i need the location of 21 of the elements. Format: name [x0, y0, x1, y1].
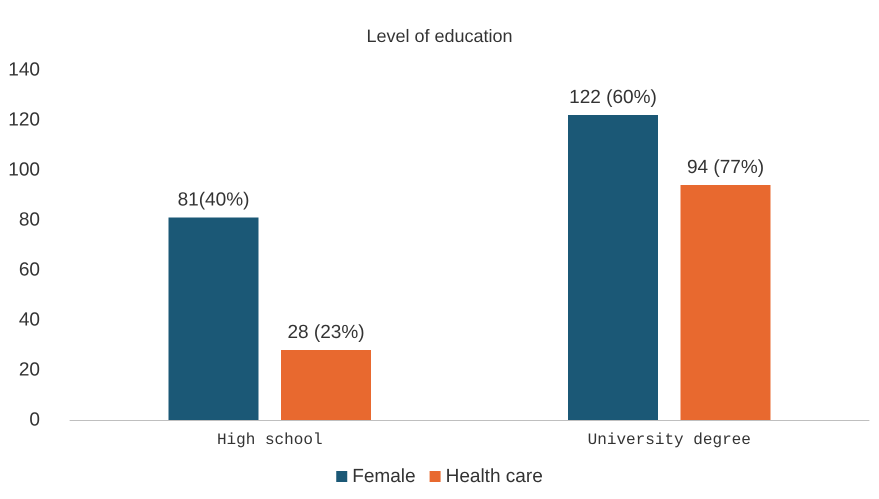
bar [281, 350, 371, 420]
y-tick-label: 40 [18, 310, 40, 330]
y-tick-label: 60 [18, 260, 40, 280]
y-tick-label: 0 [29, 410, 40, 430]
data-label: 28 (23%) [287, 322, 365, 343]
y-tick-label: 80 [18, 210, 40, 230]
x-tick-label: High school [216, 431, 323, 449]
data-label: 94 (77%) [686, 157, 764, 178]
bar [680, 185, 770, 420]
bar [568, 115, 658, 420]
y-tick-label: 20 [18, 360, 40, 380]
x-tick-label: University degree [588, 431, 751, 449]
y-tick-label: 120 [8, 110, 40, 130]
bar [168, 218, 258, 420]
y-tick-label: 140 [8, 60, 40, 80]
data-label: 81(40%) [178, 190, 250, 210]
y-tick-label: 100 [8, 160, 40, 180]
data-label: 122 (60%) [569, 87, 657, 108]
chart-title: Level of education [366, 26, 513, 46]
legend-label: Health care [446, 466, 543, 487]
legend-label: Female [352, 466, 416, 487]
